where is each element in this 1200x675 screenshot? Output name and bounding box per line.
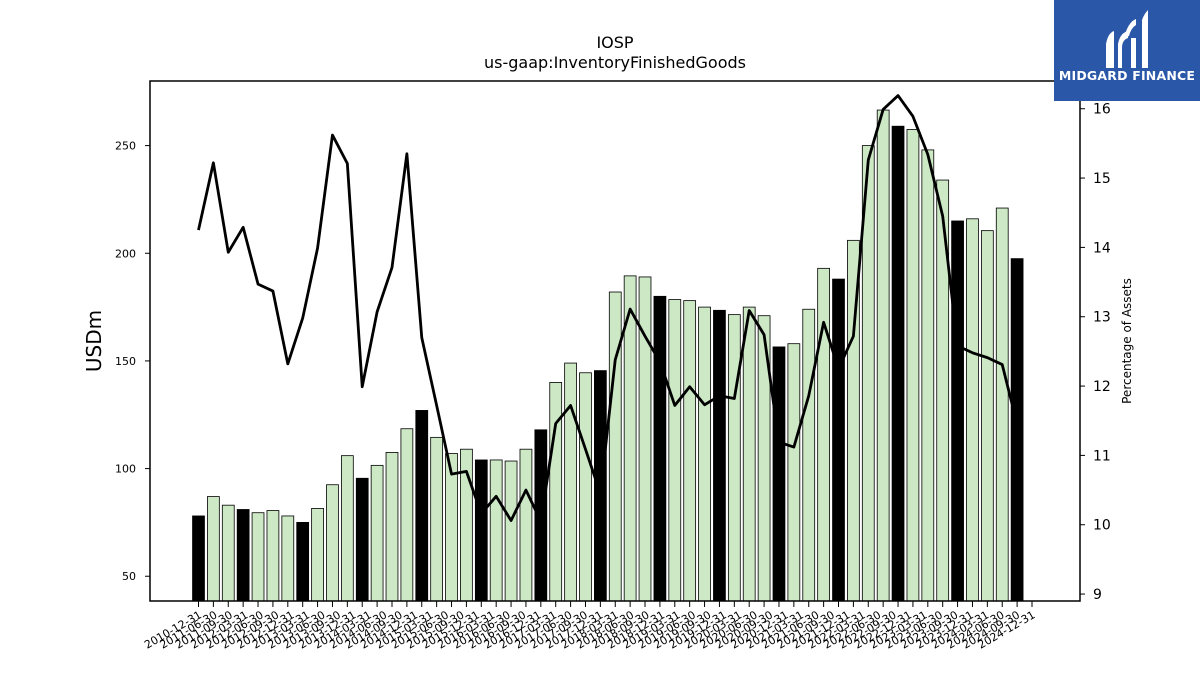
y-axis-left: 50 100 150 200 250 xyxy=(115,140,150,583)
bars-layer xyxy=(192,109,1024,602)
bar xyxy=(504,460,518,602)
bar xyxy=(296,522,310,602)
bar xyxy=(266,510,280,602)
y-tick-label: 50 xyxy=(122,570,136,583)
y-tick-label: 150 xyxy=(115,355,136,368)
y-tick-label: 200 xyxy=(115,247,136,260)
y-tick-label: 100 xyxy=(115,463,136,476)
bar xyxy=(192,515,205,602)
bar xyxy=(326,484,339,602)
y2-axis-label: Percentage of Assets xyxy=(1120,278,1134,404)
chart-title: IOSP xyxy=(596,33,633,52)
bar xyxy=(355,477,369,602)
bar xyxy=(921,149,935,602)
bar xyxy=(727,314,741,602)
bar xyxy=(891,125,905,602)
bar xyxy=(906,129,920,602)
bar xyxy=(817,267,830,602)
bar xyxy=(340,455,354,602)
bar xyxy=(980,230,994,602)
y2-tick-label: 16 xyxy=(1093,102,1111,118)
bar xyxy=(683,300,697,602)
bar xyxy=(221,504,235,602)
logo-text: MIDGARD FINANCE xyxy=(1058,68,1196,83)
bar xyxy=(564,362,577,602)
bar xyxy=(519,448,533,602)
bar xyxy=(787,343,801,602)
y2-tick-label: 10 xyxy=(1093,518,1111,534)
line-layer xyxy=(197,94,1019,523)
midgard-logo: MIDGARD FINANCE xyxy=(1054,0,1200,101)
bar xyxy=(653,295,667,602)
y2-tick-label: 11 xyxy=(1093,448,1111,464)
y2-tick-label: 14 xyxy=(1093,240,1111,256)
bar xyxy=(1010,258,1024,602)
midgard-logo-icon xyxy=(1106,10,1148,68)
bar xyxy=(713,309,726,602)
bar xyxy=(966,218,979,602)
bar xyxy=(281,515,295,602)
bar xyxy=(370,464,384,602)
bar xyxy=(579,372,592,602)
bar xyxy=(876,109,890,602)
bar xyxy=(772,346,786,602)
y-axis-right: 9 10 11 12 13 14 15 16 xyxy=(1080,102,1111,603)
chart-subtitle: us-gaap:InventoryFinishedGoods xyxy=(484,53,746,72)
bar xyxy=(608,291,622,602)
x-axis: 2010-12-312011-06-302011-09-302012-03-31… xyxy=(142,601,1038,652)
bar xyxy=(489,459,503,602)
y2-tick-label: 13 xyxy=(1093,310,1111,326)
y2-tick-label: 9 xyxy=(1093,587,1102,603)
bar xyxy=(415,410,429,602)
bar xyxy=(951,220,964,602)
bar xyxy=(698,306,711,602)
bar xyxy=(474,459,488,602)
percentage-line xyxy=(197,94,1019,523)
bar xyxy=(400,428,414,602)
bar xyxy=(207,496,220,602)
y-tick-label: 250 xyxy=(115,140,136,153)
bar xyxy=(549,382,563,602)
y-axis-label: USDm xyxy=(82,310,106,372)
bar xyxy=(638,276,652,602)
bar xyxy=(742,306,756,602)
bar xyxy=(385,452,399,602)
bar xyxy=(430,436,444,602)
bar xyxy=(445,453,458,602)
bar xyxy=(802,308,816,602)
bar xyxy=(236,509,250,602)
bar xyxy=(251,512,265,602)
y2-tick-label: 12 xyxy=(1093,379,1111,395)
bar xyxy=(311,508,324,602)
bar xyxy=(832,278,845,602)
bar xyxy=(995,207,1009,602)
y2-tick-label: 15 xyxy=(1093,171,1111,187)
bar xyxy=(668,299,682,602)
